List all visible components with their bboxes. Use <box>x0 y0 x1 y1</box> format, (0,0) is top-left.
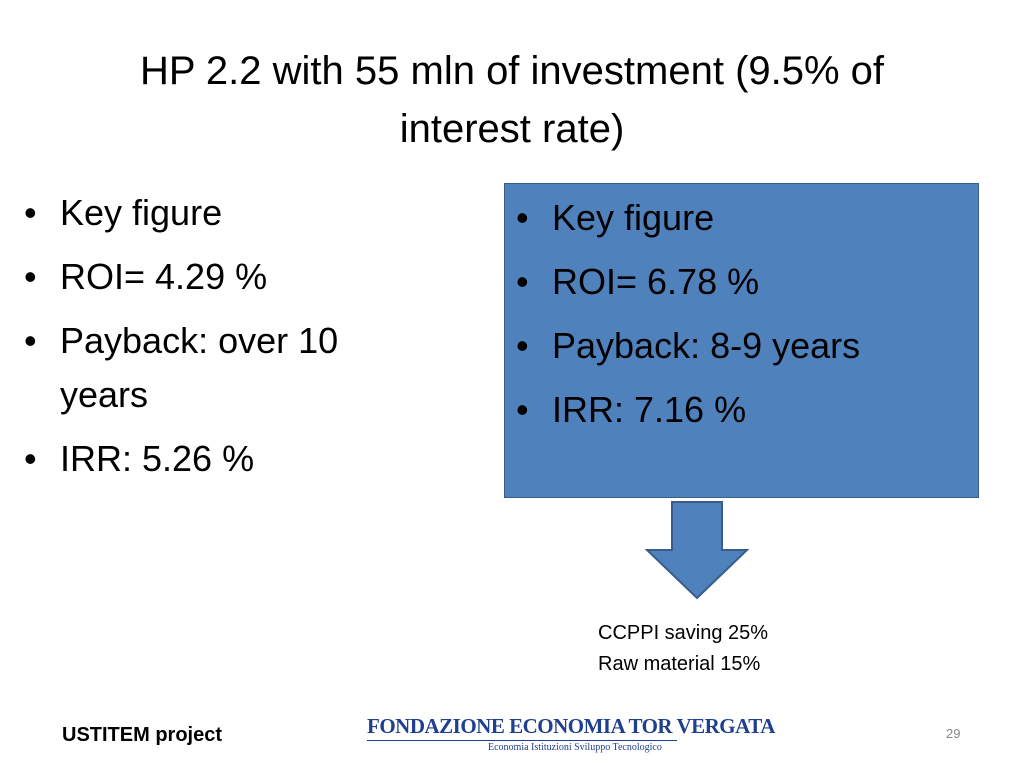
bullet: ROI= 6.78 % <box>516 258 976 306</box>
logo-rule <box>367 740 677 741</box>
bullet: IRR: 7.16 % <box>516 386 976 434</box>
down-arrow <box>644 501 750 600</box>
bullet: ROI= 4.29 % <box>24 250 404 304</box>
bullet: Payback: over 10 years <box>24 314 404 422</box>
right-list: Key figure ROI= 6.78 % Payback: 8-9 year… <box>516 194 976 450</box>
footer-project: USTITEM project <box>62 724 223 746</box>
logo-subtitle: Economia Istituzioni Sviluppo Tecnologic… <box>488 742 662 753</box>
bullet: IRR: 5.26 % <box>24 432 404 486</box>
note: CCPPI saving 25% Raw material 15% <box>598 618 768 680</box>
bullet: Key figure <box>24 186 404 240</box>
bullet: Key figure <box>516 194 976 242</box>
arrow-shape <box>644 501 750 600</box>
note-line: Raw material 15% <box>598 653 761 675</box>
note-line: CCPPI saving 25% <box>598 622 769 644</box>
left-list: Key figure ROI= 4.29 % Payback: over 10 … <box>24 186 404 496</box>
bullet: Payback: 8-9 years <box>516 322 976 370</box>
slide-title: HP 2.2 with 55 mln of investment (9.5% o… <box>139 49 885 151</box>
logo-title: FONDAZIONE ECONOMIA TOR VERGATA <box>367 714 775 738</box>
page-number: 29 <box>946 726 961 741</box>
